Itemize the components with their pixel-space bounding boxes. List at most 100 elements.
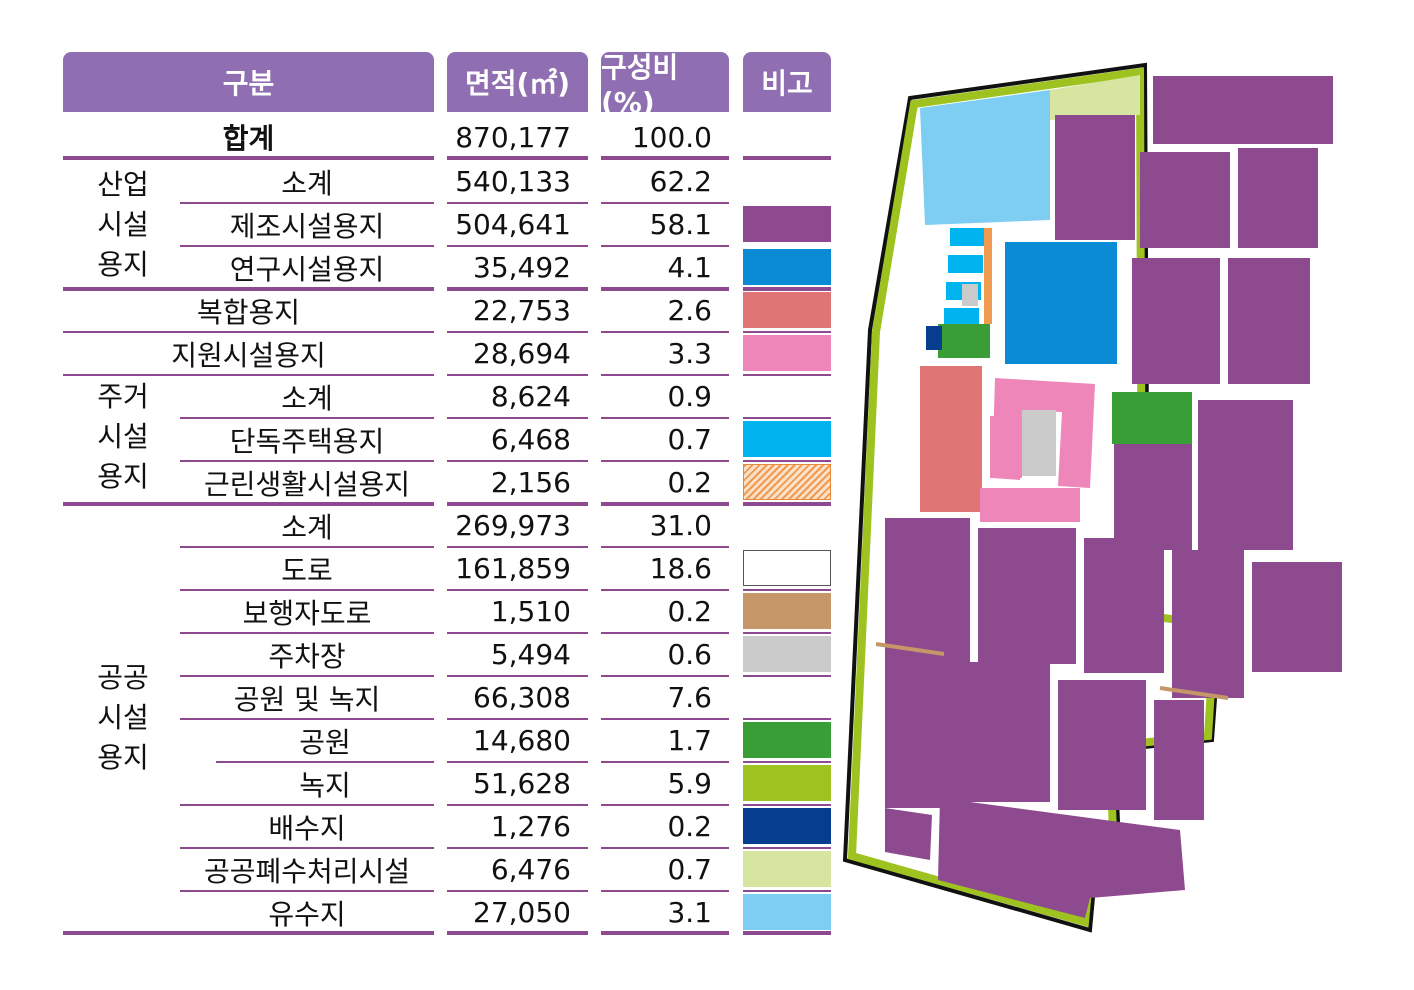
manufacturing-block <box>1238 148 1318 248</box>
divider <box>743 804 831 806</box>
manufacturing-block <box>1153 76 1333 144</box>
divider <box>601 804 729 806</box>
divider <box>743 761 831 763</box>
land-use-map <box>842 62 1342 933</box>
park-block <box>1112 392 1192 444</box>
divider <box>447 156 588 160</box>
divider <box>743 374 831 376</box>
total-label: 합계 <box>222 122 275 155</box>
legend-swatch-pedestrian <box>743 593 831 629</box>
divider <box>601 890 729 892</box>
row-label: 공공폐수처리시설 <box>203 854 411 888</box>
divider <box>447 374 588 376</box>
wastewater-facility <box>1050 75 1140 120</box>
research-block <box>1005 242 1117 364</box>
divider <box>601 460 729 462</box>
row-ratio: 0.2 <box>667 466 712 499</box>
parking-lot <box>1022 410 1056 476</box>
manufacturing-block <box>1084 538 1164 673</box>
row-area: 6,468 <box>490 423 571 456</box>
row-label: 소계 <box>281 381 333 415</box>
row-area: 6,476 <box>490 853 571 886</box>
row-area: 14,680 <box>473 724 571 757</box>
manufacturing-block <box>885 808 932 860</box>
divider <box>447 245 588 247</box>
row-ratio: 0.6 <box>667 638 712 671</box>
manufacturing-block <box>1198 400 1293 550</box>
row-ratio: 4.1 <box>667 251 712 284</box>
row-ratio: 3.1 <box>667 896 712 929</box>
divider <box>601 847 729 849</box>
legend-swatch-wastewater <box>743 851 831 887</box>
row-area: 5,494 <box>490 638 571 671</box>
manufacturing-block <box>978 528 1076 664</box>
row-area: 66,308 <box>473 681 571 714</box>
divider <box>743 632 831 634</box>
row-label: 지원시설용지 <box>171 338 326 372</box>
manufacturing-block <box>938 798 1185 918</box>
divider <box>447 546 588 548</box>
row-area: 35,492 <box>473 251 571 284</box>
divider <box>601 202 729 204</box>
group-residential: 주거 시설 용지 <box>97 380 149 493</box>
divider <box>601 632 729 634</box>
manufacturing-block <box>1172 550 1244 698</box>
neighborhood-facility <box>984 228 992 324</box>
row-label: 공원 <box>299 725 351 759</box>
manufacturing-block <box>1132 258 1220 384</box>
row-ratio: 0.7 <box>667 423 712 456</box>
divider <box>743 502 831 506</box>
divider <box>63 287 434 291</box>
divider <box>447 804 588 806</box>
divider <box>743 417 831 419</box>
row-area: 1,276 <box>490 810 571 843</box>
divider <box>180 632 434 634</box>
header-note: 비고 <box>743 52 831 112</box>
manufacturing-block <box>1228 258 1310 384</box>
row-ratio: 58.1 <box>649 208 712 241</box>
row-ratio: 5.9 <box>667 767 712 800</box>
reservoir-block <box>926 326 942 350</box>
row-ratio: 7.6 <box>667 681 712 714</box>
row-label: 제조시설용지 <box>229 209 385 243</box>
divider <box>447 287 588 291</box>
divider <box>447 931 588 935</box>
divider <box>447 202 588 204</box>
divider <box>743 287 831 291</box>
legend-swatch-support <box>743 335 831 371</box>
manufacturing-block <box>1055 115 1135 240</box>
mixed-use-block <box>920 366 982 512</box>
divider <box>601 156 729 160</box>
row-area: 1,510 <box>490 595 571 628</box>
manufacturing-block <box>1252 562 1342 672</box>
divider <box>63 331 434 333</box>
divider <box>180 804 434 806</box>
legend-swatch-parking <box>743 636 831 672</box>
row-label: 소계 <box>281 166 333 200</box>
row-label: 녹지 <box>299 768 351 802</box>
divider <box>63 156 434 160</box>
header-area: 면적(㎡) <box>447 52 588 112</box>
manufacturing-block <box>1058 680 1146 810</box>
divider <box>180 417 434 419</box>
divider <box>743 460 831 462</box>
row-label: 배수지 <box>268 811 346 845</box>
row-label: 복합용지 <box>196 295 301 329</box>
divider <box>601 417 729 419</box>
row-label: 연구시설용지 <box>229 252 385 286</box>
row-area: 269,973 <box>455 509 571 542</box>
divider <box>447 675 588 677</box>
divider <box>447 589 588 591</box>
divider <box>63 931 434 935</box>
manufacturing-block <box>1114 432 1192 550</box>
divider <box>743 847 831 849</box>
group-public: 공공 시설 용지 <box>97 661 149 774</box>
divider <box>447 460 588 462</box>
housing-block <box>948 255 983 273</box>
legend-swatch-reservoir <box>743 808 831 844</box>
divider <box>447 417 588 419</box>
divider <box>743 589 831 591</box>
divider <box>180 890 434 892</box>
row-area: 27,050 <box>473 896 571 929</box>
divider <box>601 245 729 247</box>
